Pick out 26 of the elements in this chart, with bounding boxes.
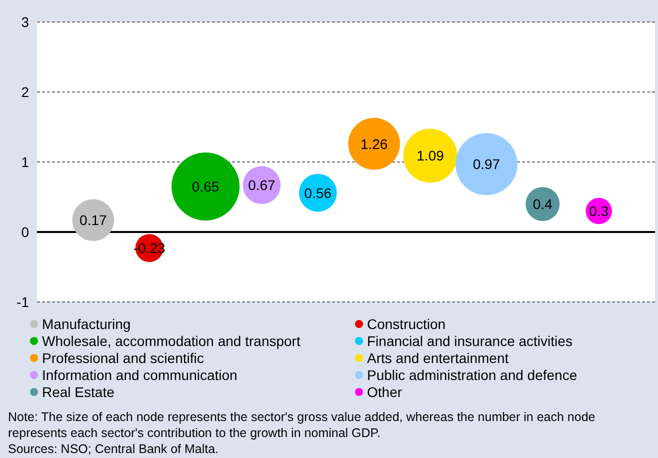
y-tick-label: -1 bbox=[16, 294, 30, 310]
source-note: Sources: NSO; Central Bank of Malta. bbox=[8, 441, 220, 457]
data-label: 1.26 bbox=[360, 136, 388, 152]
legend-label: Arts and entertainment bbox=[367, 350, 509, 366]
data-label: 0.17 bbox=[80, 212, 108, 228]
data-label: 0.65 bbox=[192, 178, 220, 194]
legend-label: Manufacturing bbox=[42, 316, 131, 332]
legend-label: Real Estate bbox=[42, 384, 114, 400]
data-label: 0.67 bbox=[248, 177, 276, 194]
data-label: 0.4 bbox=[532, 196, 553, 212]
y-tick-label: 2 bbox=[21, 84, 30, 100]
data-label: 0.3 bbox=[589, 203, 609, 219]
data-label: 1.09 bbox=[416, 148, 444, 164]
data-label: 0.97 bbox=[472, 156, 500, 172]
legend-label: Public administration and defence bbox=[367, 367, 578, 383]
legend-label: Wholesale, accommodation and transport bbox=[42, 333, 300, 349]
y-tick-label: 0 bbox=[21, 224, 30, 240]
legend-label: Other bbox=[367, 384, 402, 400]
legend-label: Information and communication bbox=[42, 367, 238, 383]
legend-label: Construction bbox=[367, 316, 446, 332]
text: Note: The size of each node represents the sector's gross value added, whereas the number in each node represents each sector's contribution to the growth in nominal GDP. bbox=[8, 409, 596, 441]
y-tick-label: 1 bbox=[21, 154, 30, 170]
legend-label: Professional and scientific bbox=[42, 350, 204, 366]
y-tick-label: 3 bbox=[21, 14, 30, 30]
data-label: 0.56 bbox=[304, 184, 332, 201]
legend-label: Financial and insurance activities bbox=[367, 333, 572, 349]
